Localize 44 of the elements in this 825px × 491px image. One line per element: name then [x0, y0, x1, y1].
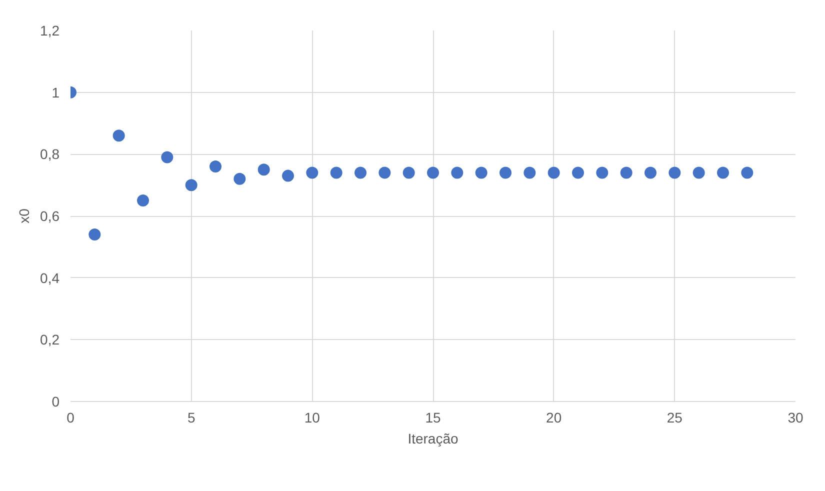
point [524, 166, 536, 179]
x-tick-label: 10 [304, 410, 320, 426]
point [402, 166, 415, 179]
point [475, 166, 488, 179]
point [378, 166, 391, 179]
x-axis-title: Iteração [408, 430, 459, 446]
point [717, 166, 729, 179]
point [161, 151, 174, 164]
x-tick-label: 15 [425, 410, 441, 426]
point [741, 166, 754, 179]
point [620, 166, 632, 179]
x-tick-label: 20 [546, 410, 562, 426]
y-tick-label: 1,2 [40, 22, 60, 38]
y-tick-label: 1 [52, 84, 60, 100]
y-tick-label: 0 [52, 394, 60, 410]
x-tick-label: 5 [187, 410, 196, 426]
x-tick-label: 30 [788, 410, 804, 426]
y-tick-label: 0,2 [40, 332, 60, 348]
y-tick-label: 0,8 [40, 146, 60, 162]
point [572, 166, 584, 179]
y-tick-label: 0,6 [40, 208, 60, 224]
point [282, 170, 294, 182]
point [692, 166, 705, 179]
point [137, 194, 149, 207]
point [258, 164, 270, 176]
point [306, 166, 318, 179]
x-tick-label: 25 [666, 410, 683, 426]
point [451, 166, 464, 179]
point [88, 228, 101, 241]
x-tick-label: 0 [66, 410, 75, 426]
point [330, 166, 342, 179]
point [234, 172, 246, 185]
point [112, 130, 125, 142]
point [354, 166, 366, 179]
y-axis-title: x0 [16, 208, 32, 224]
point [210, 160, 222, 173]
point [644, 166, 656, 179]
point [596, 166, 608, 179]
point [668, 166, 681, 179]
point [427, 166, 439, 179]
point [185, 179, 198, 192]
y-tick-label: 0,4 [40, 270, 60, 286]
point [500, 166, 512, 179]
point [548, 166, 560, 179]
